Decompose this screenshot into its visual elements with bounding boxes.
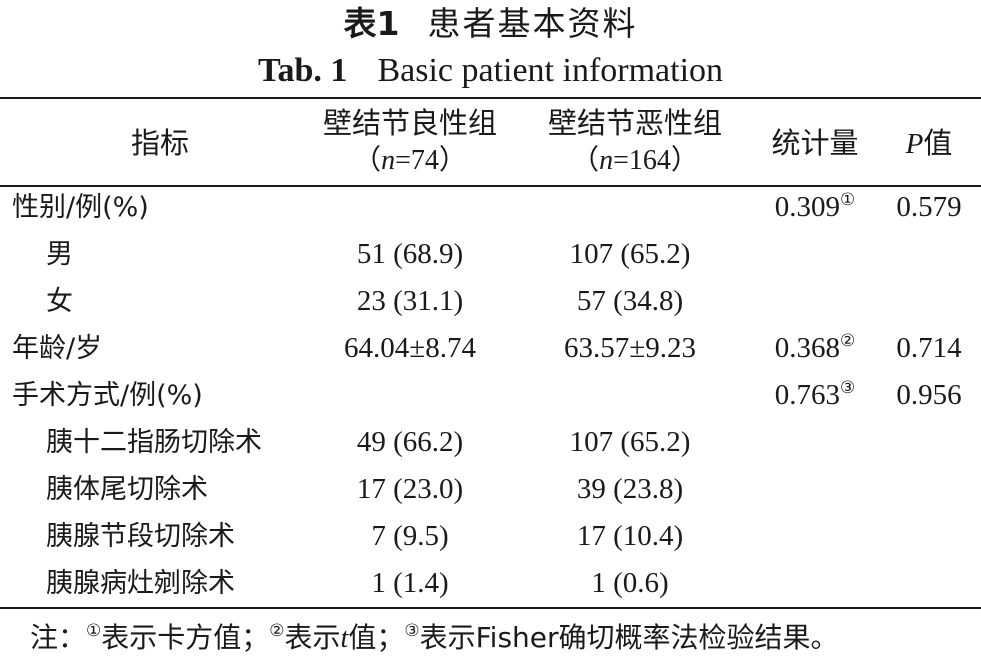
table-title-english-text: Basic patient information <box>377 52 724 89</box>
cell-statistic: 0.368② <box>760 325 870 372</box>
footnote-marker-1: ① <box>86 621 102 641</box>
footnote-marker: ② <box>840 331 856 350</box>
bottom-rule <box>0 607 981 609</box>
table-title-chinese-text: 患者基本资料 <box>427 4 638 43</box>
cell-malignant: 39 (23.8) <box>576 473 684 505</box>
header-benign-n-value: =74） <box>395 145 467 176</box>
table-title-english: Tab. 1 Basic patient information <box>0 50 981 92</box>
header-malignant-group: 壁结节恶性组 （n=164） <box>535 104 735 180</box>
footnote-prefix: 注： <box>30 621 87 654</box>
row-label: 胰十二指肠切除术 <box>46 427 262 458</box>
row-label: 胰腺节段切除术 <box>46 521 235 552</box>
header-benign-group-n: （n=74） <box>310 142 510 180</box>
cell-benign: 1 (1.4) <box>371 567 449 599</box>
header-rule <box>0 185 981 187</box>
row-label: 年龄/岁 <box>12 333 103 364</box>
cell-benign: 49 (66.2) <box>356 426 464 458</box>
cell-malignant: 107 (65.2) <box>569 426 691 458</box>
header-statistic: 统计量 <box>771 126 859 160</box>
cell-statistic: 0.309① <box>760 184 870 231</box>
table-title-chinese: 表1 患者基本资料 <box>0 2 981 46</box>
header-benign-n-var: n <box>381 145 396 176</box>
top-rule <box>0 97 981 99</box>
row-label: 性别/例(%) <box>12 192 149 223</box>
cell-p-value: 0.579 <box>896 191 962 223</box>
statistic-value: 0.368 <box>774 332 840 364</box>
cell-benign: 17 (23.0) <box>356 473 464 505</box>
table-row-age: 年龄/岁 64.04±8.74 63.57±9.23 0.368② 0.714 <box>0 325 981 372</box>
footnote-text-2a: 表示 <box>284 621 341 654</box>
cell-p-value: 0.956 <box>896 379 962 411</box>
header-indicator: 指标 <box>130 126 189 160</box>
header-malignant-open-paren: （ <box>571 145 600 176</box>
footnote-marker-2: ② <box>269 621 285 641</box>
table-row-male: 男 51 (68.9) 107 (65.2) <box>0 231 981 278</box>
cell-malignant: 107 (65.2) <box>569 238 691 270</box>
header-benign-group-label: 壁结节良性组 <box>322 106 497 140</box>
header-malignant-n-value: =164） <box>613 145 699 176</box>
row-label: 手术方式/例(%) <box>12 380 203 411</box>
footnote-text-3: 表示Fisher确切概率法检验结果。 <box>419 621 839 654</box>
row-label: 女 <box>46 286 73 317</box>
table-number-chinese: 表1 <box>343 4 400 43</box>
footnote-marker: ① <box>840 190 856 209</box>
cell-malignant: 63.57±9.23 <box>564 332 696 364</box>
header-p-suffix: 值 <box>923 126 953 160</box>
row-label: 胰腺病灶剜除术 <box>46 568 235 599</box>
cell-malignant: 17 (10.4) <box>576 520 684 552</box>
cell-malignant: 1 (0.6) <box>591 567 669 599</box>
statistic-value: 0.763 <box>774 379 840 411</box>
cell-malignant: 57 (34.8) <box>576 285 684 317</box>
table-footnote: 注：①表示卡方值；②表示t值；③表示Fisher确切概率法检验结果。 <box>30 618 839 659</box>
table-number-english: Tab. 1 <box>257 52 348 89</box>
cell-benign: 7 (9.5) <box>371 520 449 552</box>
statistic-value: 0.309 <box>774 191 840 223</box>
cell-p-value: 0.714 <box>896 332 962 364</box>
header-malignant-group-label: 壁结节恶性组 <box>547 106 722 140</box>
footnote-text-2b: 值； <box>348 621 405 654</box>
footnote-marker-3: ③ <box>404 621 420 641</box>
footnote-marker: ③ <box>840 378 856 397</box>
cell-statistic: 0.763③ <box>760 372 870 419</box>
cell-benign: 51 (68.9) <box>356 238 464 270</box>
header-p-value: P值 <box>885 124 973 163</box>
footnote-text-1: 表示卡方值； <box>101 621 270 654</box>
table-row-pancreaticoduodenectomy: 胰十二指肠切除术 49 (66.2) 107 (65.2) <box>0 419 981 466</box>
footnote-t-var: t <box>340 623 349 654</box>
header-malignant-n-var: n <box>599 145 614 176</box>
cell-benign: 23 (31.1) <box>356 285 464 317</box>
header-benign-group: 壁结节良性组 （n=74） <box>310 104 510 180</box>
table-row-enucleation: 胰腺病灶剜除术 1 (1.4) 1 (0.6) <box>0 560 981 607</box>
table-row-surgery: 手术方式/例(%) 0.763③ 0.956 <box>0 372 981 419</box>
row-label: 胰体尾切除术 <box>46 474 208 505</box>
header-malignant-group-n: （n=164） <box>535 142 735 180</box>
table-row-female: 女 23 (31.1) 57 (34.8) <box>0 278 981 325</box>
header-p-var: P <box>905 128 924 160</box>
table-row-distal-pancreatectomy: 胰体尾切除术 17 (23.0) 39 (23.8) <box>0 466 981 513</box>
cell-benign: 64.04±8.74 <box>344 332 476 364</box>
table-row-segmental-pancreatectomy: 胰腺节段切除术 7 (9.5) 17 (10.4) <box>0 513 981 560</box>
header-benign-open-paren: （ <box>353 145 382 176</box>
row-label: 男 <box>46 239 73 270</box>
table-row-sex: 性别/例(%) 0.309① 0.579 <box>0 184 981 231</box>
